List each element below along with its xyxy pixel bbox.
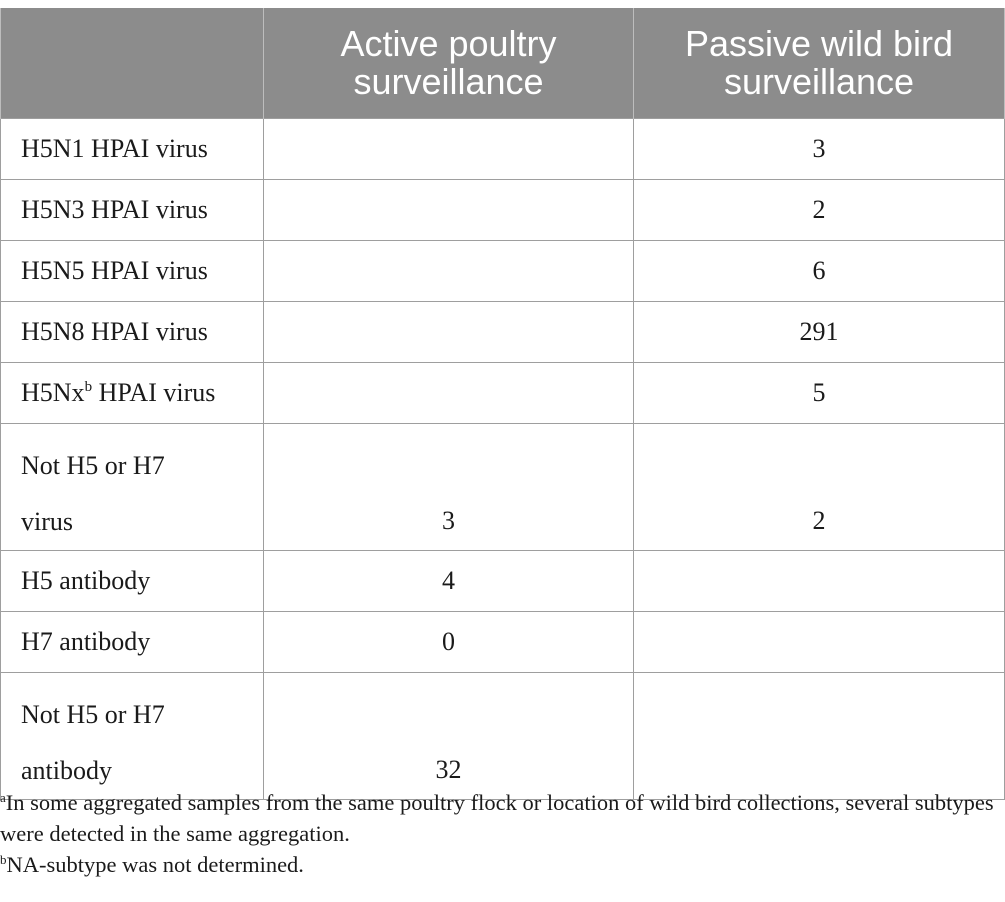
active-cell: 0 <box>263 611 634 673</box>
footnote-mark: a <box>0 790 6 805</box>
active-cell: 4 <box>263 550 634 612</box>
row-label-line1: Not H5 or H7 <box>21 700 165 729</box>
row-label-rest: HPAI virus <box>92 378 216 407</box>
row-label: H5N3 HPAI virus <box>0 179 264 241</box>
row-label: Not H5 or H7 virus <box>0 423 264 551</box>
footnote-marker: b <box>84 379 93 395</box>
passive-cell: 5 <box>633 362 1005 424</box>
passive-cell: 2 <box>633 179 1005 241</box>
passive-cell: 3 <box>633 118 1005 180</box>
row-label-line2: virus <box>21 507 73 536</box>
active-cell <box>263 240 634 302</box>
surveillance-results-table: Active poultry surveillance Passive wild… <box>0 8 1005 800</box>
row-label: H5 antibody <box>0 550 264 612</box>
row-label-line1: Not H5 or H7 <box>21 451 165 480</box>
footnote-text: NA-subtype was not determined. <box>6 852 304 877</box>
table-row: H5N5 HPAI virus 6 <box>0 240 1005 302</box>
active-cell: 3 <box>263 423 634 551</box>
row-label-main: H5Nx <box>21 378 85 407</box>
header-empty-cell <box>0 8 264 119</box>
row-label: H5Nxb HPAI virus <box>0 362 264 424</box>
row-label: H7 antibody <box>0 611 264 673</box>
row-label: H5N5 HPAI virus <box>0 240 264 302</box>
table-footnotes: aIn some aggregated samples from the sam… <box>0 787 1005 880</box>
table-row: H5Nxb HPAI virus 5 <box>0 362 1005 424</box>
table-row: Not H5 or H7 virus 3 2 <box>0 423 1005 551</box>
active-cell <box>263 179 634 241</box>
row-label: H5N8 HPAI virus <box>0 301 264 363</box>
active-cell <box>263 301 634 363</box>
passive-cell: 2 <box>633 423 1005 551</box>
passive-cell <box>633 550 1005 612</box>
table-row: H5N1 HPAI virus 3 <box>0 118 1005 180</box>
row-label: H5N1 HPAI virus <box>0 118 264 180</box>
table-header-row: Active poultry surveillance Passive wild… <box>0 8 1005 119</box>
table-row: H5N8 HPAI virus 291 <box>0 301 1005 363</box>
row-label: Not H5 or H7 antibody <box>0 672 264 800</box>
table-row: H5N3 HPAI virus 2 <box>0 179 1005 241</box>
header-active-poultry: Active poultry surveillance <box>263 8 634 119</box>
footnote-text: In some aggregated samples from the same… <box>0 790 994 846</box>
footnote-b: bNA-subtype was not determined. <box>0 849 1005 880</box>
active-cell <box>263 118 634 180</box>
table-row: Not H5 or H7 antibody 32 <box>0 672 1005 800</box>
table-row: H5 antibody 4 <box>0 550 1005 612</box>
table-row: H7 antibody 0 <box>0 611 1005 673</box>
passive-cell: 6 <box>633 240 1005 302</box>
footnote-a: aIn some aggregated samples from the sam… <box>0 787 1005 849</box>
row-label-line2: antibody <box>21 756 112 785</box>
active-cell <box>263 362 634 424</box>
footnote-mark: b <box>0 852 7 867</box>
passive-cell <box>633 672 1005 800</box>
active-cell: 32 <box>263 672 634 800</box>
passive-cell: 291 <box>633 301 1005 363</box>
passive-cell <box>633 611 1005 673</box>
header-passive-wild-bird: Passive wild bird surveillance <box>633 8 1005 119</box>
